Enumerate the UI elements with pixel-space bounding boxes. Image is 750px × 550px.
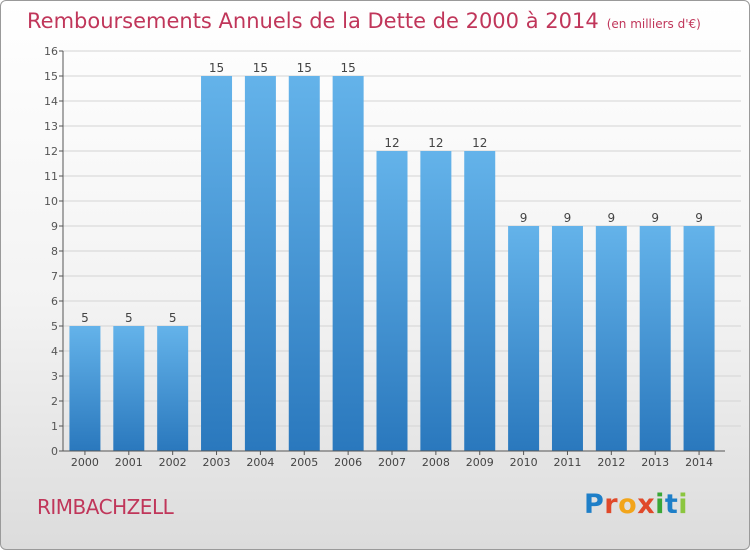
data-label: 9 [564,211,572,225]
bar-2003 [201,76,233,451]
bars: 5 5 5 15 15 15 15 12 12 12 9 9 9 9 9 [69,61,715,451]
proxiti-logo: Proxiti [584,489,688,520]
x-tick-label: 2003 [203,456,231,469]
chart-title: Remboursements Annuels de la Dette de 20… [27,9,701,33]
bar-2011 [551,226,583,451]
y-tick-label: 10 [44,195,58,208]
bar-2014 [683,226,715,451]
y-tick-label: 14 [44,95,58,108]
x-tick-label: 2007 [378,456,406,469]
logo-letter: x [637,489,656,520]
y-tick-label: 13 [44,120,58,133]
y-tick-label: 0 [51,445,58,458]
logo-letter: t [664,489,679,520]
x-tick-label: 2006 [334,456,362,469]
x-tick-label: 2002 [159,456,187,469]
logo-letter: r [604,489,619,520]
x-tick-label: 2009 [466,456,494,469]
data-label: 12 [384,136,399,150]
y-tick-label: 3 [51,370,58,383]
data-label: 15 [209,61,224,75]
y-tick-label: 5 [51,320,58,333]
data-label: 5 [81,311,89,325]
x-tick-label: 2005 [290,456,318,469]
y-tick-label: 16 [44,45,58,58]
x-tick-label: 2000 [71,456,99,469]
data-label: 9 [520,211,528,225]
y-tick-label: 6 [51,295,58,308]
x-tick-label: 2012 [597,456,625,469]
bar-2009 [464,151,496,451]
data-label: 15 [297,61,312,75]
y-tick-label: 11 [44,170,58,183]
data-label: 9 [608,211,616,225]
data-label: 15 [340,61,355,75]
bar-2012 [595,226,627,451]
bar-2004 [244,76,276,451]
bar-2002 [157,326,189,451]
y-tick-label: 9 [51,220,58,233]
x-tick-label: 2001 [115,456,143,469]
y-tick-label: 8 [51,245,58,258]
logo-letter: o [618,489,638,520]
bar-2001 [113,326,145,451]
y-tick-label: 7 [51,270,58,283]
bar-2007 [376,151,408,451]
data-label: 12 [472,136,487,150]
chart-title-main: Remboursements Annuels de la Dette de 20… [27,9,599,33]
data-label: 5 [125,311,133,325]
bar-2000 [69,326,101,451]
y-tick-label: 4 [51,345,58,358]
y-tick-label: 2 [51,395,58,408]
commune-name: RIMBACHZELL [37,495,174,519]
bar-2005 [288,76,320,451]
logo-letter: i [655,489,665,520]
y-tick-label: 15 [44,70,58,83]
logo-letter: i [678,489,689,520]
x-tick-label: 2013 [641,456,669,469]
bar-2010 [508,226,540,451]
x-tick-label: 2008 [422,456,450,469]
data-label: 12 [428,136,443,150]
logo-letter: P [584,489,605,520]
x-tick-label: 2010 [510,456,538,469]
x-tick-label: 2014 [685,456,713,469]
chart-subtitle: (en milliers d'€) [606,17,701,31]
bar-2013 [639,226,671,451]
y-tick-label: 12 [44,145,58,158]
data-label: 9 [651,211,659,225]
data-label: 9 [695,211,703,225]
x-tick-label: 2004 [246,456,274,469]
x-tick-label: 2011 [553,456,581,469]
data-label: 5 [169,311,177,325]
bar-2008 [420,151,452,451]
bar-2006 [332,76,364,451]
y-tick-label: 1 [51,420,58,433]
data-label: 15 [253,61,268,75]
